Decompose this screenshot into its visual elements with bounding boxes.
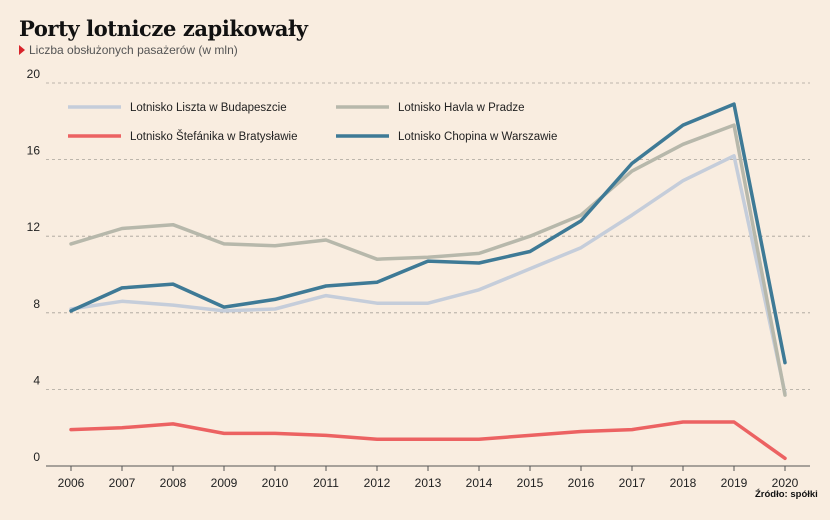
y-tick-label-8: 8 <box>33 297 40 311</box>
series-line-2 <box>69 123 787 397</box>
x-tick-label-2018: 2018 <box>670 476 697 490</box>
series-line-1 <box>69 154 787 395</box>
source-note: Źródło: spółki <box>755 489 818 500</box>
x-tick-label-2016: 2016 <box>568 476 595 490</box>
chart-subtitle: Liczba obsłużonych pasażerów (w mln) <box>19 43 238 57</box>
x-tick-label-2006: 2006 <box>58 476 85 490</box>
y-tick-label-12: 12 <box>27 220 41 234</box>
x-tick-label-2015: 2015 <box>517 476 544 490</box>
legend-label-3: Lotnisko Štefánika w Bratysławie <box>130 130 297 143</box>
y-tick-label-4: 4 <box>33 373 40 387</box>
subtitle-marker-icon <box>19 45 25 55</box>
series-line-4 <box>69 102 787 365</box>
x-tick-label-2008: 2008 <box>160 476 187 490</box>
y-tick-label-20: 20 <box>27 67 41 81</box>
x-tick-label-2019: 2019 <box>721 476 748 490</box>
y-tick-label-0: 0 <box>33 450 40 464</box>
x-tick-label-2007: 2007 <box>109 476 136 490</box>
series-line-3 <box>69 420 787 461</box>
legend-label-4: Lotnisko Chopina w Warszawie <box>398 131 557 143</box>
x-tick-label-2011: 2011 <box>313 476 339 490</box>
x-tick-label-2020: 2020 <box>772 476 799 490</box>
chart-title: Porty lotnicze zapikowały <box>19 16 308 41</box>
x-tick-label-2010: 2010 <box>262 476 289 490</box>
legend-label-2: Lotnisko Havla w Pradze <box>398 102 525 114</box>
chart-subtitle-text: Liczba obsłużonych pasażerów (w mln) <box>29 43 238 57</box>
x-tick-label-2013: 2013 <box>415 476 442 490</box>
legend-label-1: Lotnisko Liszta w Budapeszcie <box>130 102 287 114</box>
x-tick-label-2017: 2017 <box>619 476 646 490</box>
x-tick-label-2014: 2014 <box>466 476 493 490</box>
x-tick-label-2009: 2009 <box>211 476 238 490</box>
y-tick-label-16: 16 <box>27 144 41 158</box>
x-tick-label-2012: 2012 <box>364 476 391 490</box>
